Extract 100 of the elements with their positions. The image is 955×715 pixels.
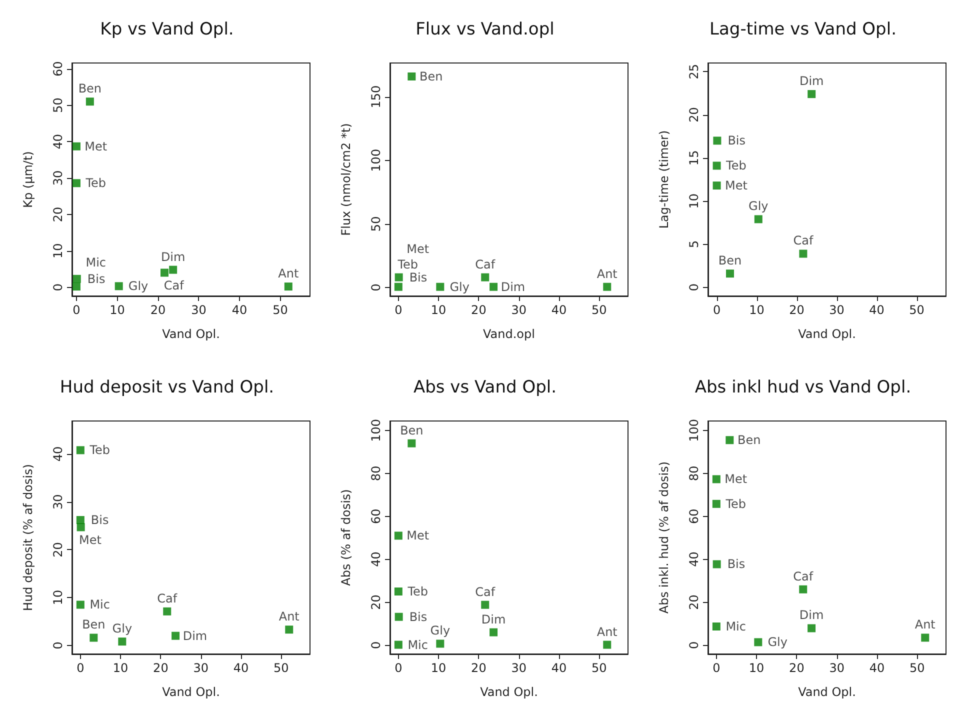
- x-tick-label: 20: [471, 303, 486, 317]
- x-axis-title: Vand Opl.: [798, 685, 856, 699]
- annotation: Dim: [160, 250, 186, 264]
- annotation: Bis: [409, 270, 428, 284]
- y-tick-label: 80: [369, 466, 383, 482]
- x-tick-label: 40: [551, 303, 567, 317]
- point: [394, 612, 403, 621]
- y-tick-label: 50: [369, 216, 383, 232]
- y-tick-label: 40: [51, 134, 65, 150]
- annotation: Gly: [430, 624, 450, 638]
- annotation: Gly: [128, 279, 148, 294]
- y-axis-title: Abs (% af dosis): [339, 489, 353, 586]
- annotation: Bis: [727, 557, 746, 572]
- y-tick-label: 50: [51, 98, 65, 113]
- x-tick-label: 10: [112, 661, 128, 675]
- annotation: Bis: [87, 272, 106, 286]
- annotation: Ben: [737, 433, 761, 448]
- point: [160, 268, 169, 277]
- x-tick-label: 0: [712, 661, 720, 675]
- y-tick-label: 150: [369, 85, 383, 108]
- annotation: Bis: [409, 610, 428, 624]
- point: [76, 523, 85, 532]
- x-tick-label: 50: [909, 661, 925, 675]
- point: [713, 136, 722, 145]
- y-axis-title: Lag-time (timer): [657, 130, 671, 229]
- point: [90, 634, 98, 642]
- point: [490, 282, 498, 291]
- chart-title: Kp vs Vand Opl.: [100, 20, 234, 40]
- point: [436, 640, 444, 648]
- x-tick-label: 50: [273, 661, 289, 675]
- annotation: Ant: [914, 618, 936, 632]
- annotation: Ben: [82, 618, 106, 632]
- annotation: Met: [406, 242, 430, 256]
- annotation: Met: [724, 472, 748, 486]
- annotation: Gly: [768, 635, 788, 650]
- x-axis-title: Vand Opl.: [480, 685, 538, 699]
- x-tick-label: 50: [591, 661, 607, 675]
- point: [76, 446, 84, 454]
- point: [394, 273, 403, 282]
- point: [712, 560, 721, 568]
- y-axis-title: Kp (µm/t): [21, 151, 35, 208]
- annotation: Dim: [481, 612, 506, 626]
- annotation: Teb: [84, 176, 106, 190]
- annotation: Ben: [400, 423, 424, 438]
- annotation: Caf: [164, 278, 185, 293]
- point: [754, 638, 762, 646]
- x-tick-label: 10: [430, 661, 446, 675]
- y-tick-label: 100: [369, 148, 383, 172]
- point: [603, 640, 612, 649]
- point: [799, 585, 808, 594]
- x-tick-label: 0: [72, 303, 80, 317]
- point: [726, 270, 734, 278]
- annotation: Met: [84, 139, 108, 154]
- point: [284, 282, 292, 291]
- x-tick-label: 20: [153, 661, 168, 675]
- point: [163, 607, 172, 616]
- point: [481, 273, 490, 282]
- point: [86, 98, 94, 106]
- x-tick-label: 30: [829, 661, 844, 675]
- x-tick-label: 30: [511, 303, 526, 317]
- chart-title: Hud deposit vs Vand Opl.: [60, 378, 274, 398]
- x-axis-title: Vand Opl.: [798, 327, 856, 341]
- y-tick-label: 40: [51, 446, 65, 462]
- y-axis-title: Hud deposit (% af dosis): [21, 464, 35, 611]
- y-tick-label: 100: [687, 418, 701, 442]
- annotation: Mic: [726, 620, 746, 634]
- chart-title: Lag-time vs Vand Opl.: [710, 20, 896, 40]
- point: [799, 250, 808, 258]
- y-tick-label: 30: [51, 170, 65, 186]
- y-axis-title: Abs inkl. hud (% af dosis): [657, 461, 671, 614]
- point: [481, 600, 490, 609]
- annotation: Caf: [475, 257, 496, 272]
- annotation: Dim: [182, 628, 208, 643]
- point: [712, 500, 720, 508]
- y-tick-label: 25: [687, 64, 701, 80]
- point: [394, 588, 402, 596]
- point: [114, 282, 123, 290]
- y-tick-label: 20: [687, 594, 701, 610]
- x-tick-label: 30: [511, 661, 526, 675]
- chart-title: Abs inkl hud vs Vand Opl.: [694, 378, 912, 398]
- point: [603, 282, 612, 291]
- x-tick-label: 20: [471, 661, 486, 675]
- point: [712, 475, 720, 484]
- x-tick-label: 30: [829, 303, 844, 317]
- annotation: Ant: [596, 624, 618, 639]
- point: [712, 182, 721, 190]
- annotation: Dim: [799, 608, 824, 622]
- y-tick-label: 20: [51, 206, 65, 222]
- chart-title: Abs vs Vand Opl.: [414, 378, 556, 398]
- point: [436, 282, 444, 291]
- x-tick-label: 10: [110, 303, 125, 317]
- annotation: Caf: [793, 234, 814, 248]
- annotation: Bis: [728, 134, 746, 148]
- point: [72, 274, 81, 283]
- point: [408, 439, 416, 448]
- x-tick-label: 0: [394, 303, 402, 317]
- point: [72, 282, 80, 291]
- annotation: Met: [406, 528, 430, 543]
- annotation: Dim: [500, 280, 526, 294]
- y-tick-label: 60: [687, 508, 701, 524]
